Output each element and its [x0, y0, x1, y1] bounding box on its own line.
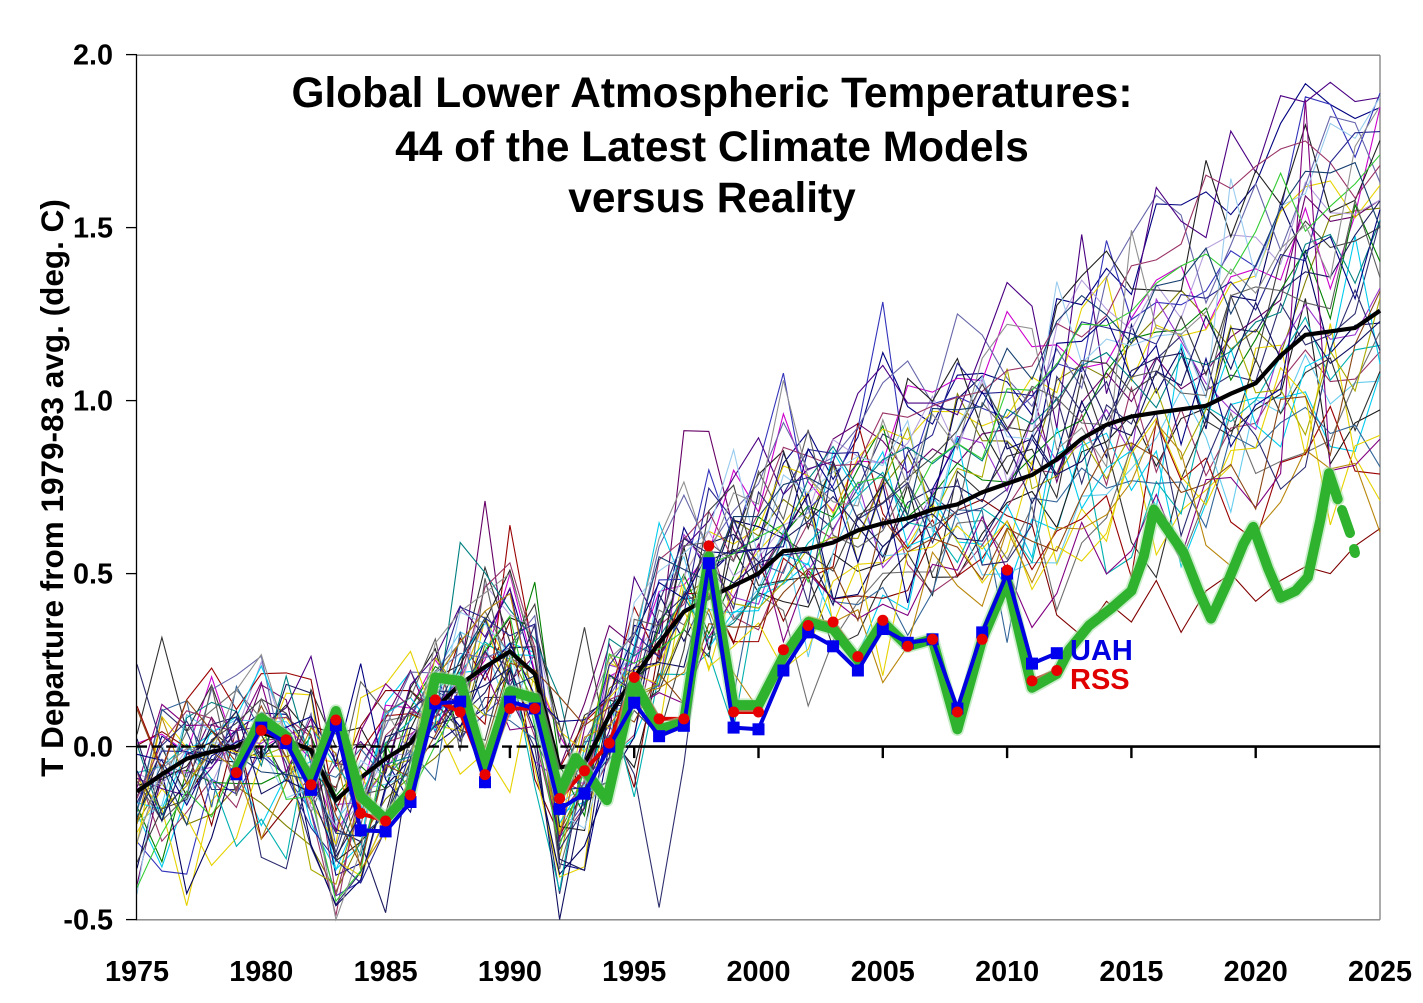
- svg-text:-0.5: -0.5: [63, 904, 113, 936]
- svg-text:1995: 1995: [602, 956, 666, 988]
- svg-text:1.0: 1.0: [73, 385, 113, 417]
- svg-text:1985: 1985: [354, 956, 418, 988]
- svg-text:versus Reality: versus Reality: [568, 174, 856, 221]
- svg-text:0.5: 0.5: [73, 558, 113, 590]
- svg-text:Global Lower Atmospheric Tempe: Global Lower Atmospheric Temperatures:: [292, 69, 1133, 116]
- svg-text:2000: 2000: [726, 956, 790, 988]
- svg-text:2005: 2005: [851, 956, 915, 988]
- svg-text:RSS: RSS: [1070, 664, 1130, 696]
- svg-text:1975: 1975: [105, 956, 169, 988]
- svg-text:0.0: 0.0: [73, 731, 113, 763]
- svg-text:1.5: 1.5: [73, 212, 113, 244]
- svg-text:2010: 2010: [975, 956, 1039, 988]
- svg-text:T Departure from 1979-83 avg.: T Departure from 1979-83 avg. (deg. C): [34, 199, 70, 777]
- svg-text:2020: 2020: [1224, 956, 1288, 988]
- svg-text:2.0: 2.0: [73, 39, 113, 71]
- svg-text:2025: 2025: [1348, 956, 1412, 988]
- svg-text:1990: 1990: [478, 956, 542, 988]
- svg-text:1980: 1980: [229, 956, 293, 988]
- svg-text:UAH: UAH: [1070, 635, 1133, 667]
- svg-text:2015: 2015: [1099, 956, 1163, 988]
- svg-text:44 of the Latest Climate Model: 44 of the Latest Climate Models: [395, 123, 1029, 170]
